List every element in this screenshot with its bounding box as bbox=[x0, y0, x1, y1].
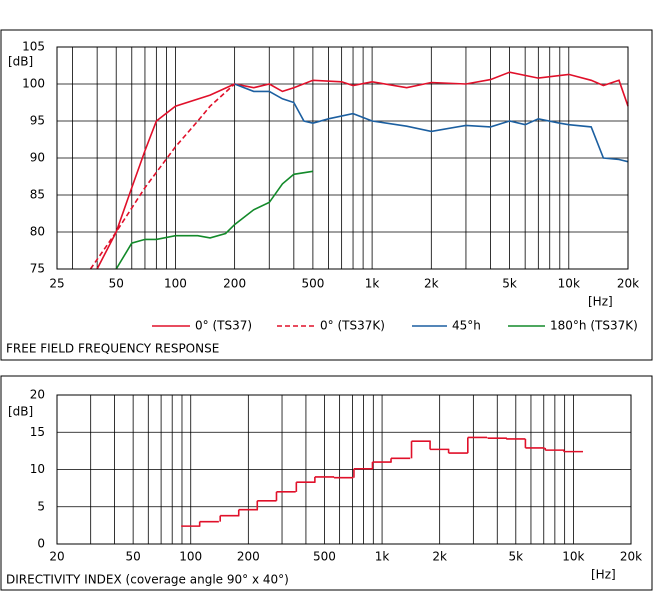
x-tick-label: 5k bbox=[502, 277, 517, 291]
y-tick-label: 0 bbox=[37, 537, 45, 551]
x-tick-label: 20k bbox=[617, 277, 639, 291]
x-tick-label: 5k bbox=[509, 550, 524, 564]
x-tick-label: 100 bbox=[164, 277, 187, 291]
x-tick-label: 2k bbox=[424, 277, 439, 291]
y-tick-label: 90 bbox=[30, 151, 45, 165]
x-tick-label: 200 bbox=[237, 550, 260, 564]
y-axis-label: [dB] bbox=[8, 405, 33, 419]
panel-frame bbox=[0, 375, 653, 591]
series-line bbox=[89, 83, 236, 270]
y-tick-label: 20 bbox=[30, 388, 45, 402]
x-tick-label: 500 bbox=[313, 550, 336, 564]
x-tick-label: 10k bbox=[558, 277, 580, 291]
x-axis-label: [Hz] bbox=[591, 568, 616, 582]
chart-title: DIRECTIVITY INDEX (coverage angle 90° x … bbox=[6, 573, 289, 587]
y-tick-label: 10 bbox=[30, 462, 45, 476]
x-tick-label: 1k bbox=[375, 550, 390, 564]
x-tick-label: 500 bbox=[301, 277, 324, 291]
x-tick-label: 2k bbox=[432, 550, 447, 564]
plot-frame bbox=[56, 46, 629, 270]
x-tick-label: 200 bbox=[223, 277, 246, 291]
x-tick-label: 10k bbox=[562, 550, 584, 564]
y-tick-label: 95 bbox=[30, 114, 45, 128]
x-tick-label: 20k bbox=[620, 550, 642, 564]
x-tick-label: 100 bbox=[179, 550, 202, 564]
y-tick-label: 100 bbox=[22, 77, 45, 91]
y-tick-label: 105 bbox=[22, 40, 45, 54]
chart-title: FREE FIELD FREQUENCY RESPONSE bbox=[6, 342, 219, 356]
y-tick-label: 15 bbox=[30, 425, 45, 439]
panel-frame bbox=[0, 29, 653, 361]
x-tick-label: 1k bbox=[365, 277, 380, 291]
series-line bbox=[234, 83, 629, 163]
x-tick-label: 50 bbox=[125, 550, 140, 564]
series-line bbox=[96, 71, 629, 270]
y-tick-label: 80 bbox=[30, 225, 45, 239]
x-tick-label: 20 bbox=[49, 550, 64, 564]
y-tick-label: 5 bbox=[37, 499, 45, 513]
series-line bbox=[115, 170, 314, 270]
y-tick-label: 75 bbox=[30, 262, 45, 276]
x-tick-label: 50 bbox=[109, 277, 124, 291]
y-axis-label: [dB] bbox=[8, 55, 33, 69]
plot-frame bbox=[56, 394, 632, 545]
legend-label: 45°h bbox=[452, 319, 481, 333]
x-axis-label: [Hz] bbox=[588, 295, 613, 309]
x-tick-label: 25 bbox=[49, 277, 64, 291]
legend-label: 0° (TS37) bbox=[195, 319, 252, 333]
y-tick-label: 85 bbox=[30, 188, 45, 202]
legend-label: 0° (TS37K) bbox=[320, 319, 385, 333]
legend-label: 180°h (TS37K) bbox=[550, 319, 638, 333]
